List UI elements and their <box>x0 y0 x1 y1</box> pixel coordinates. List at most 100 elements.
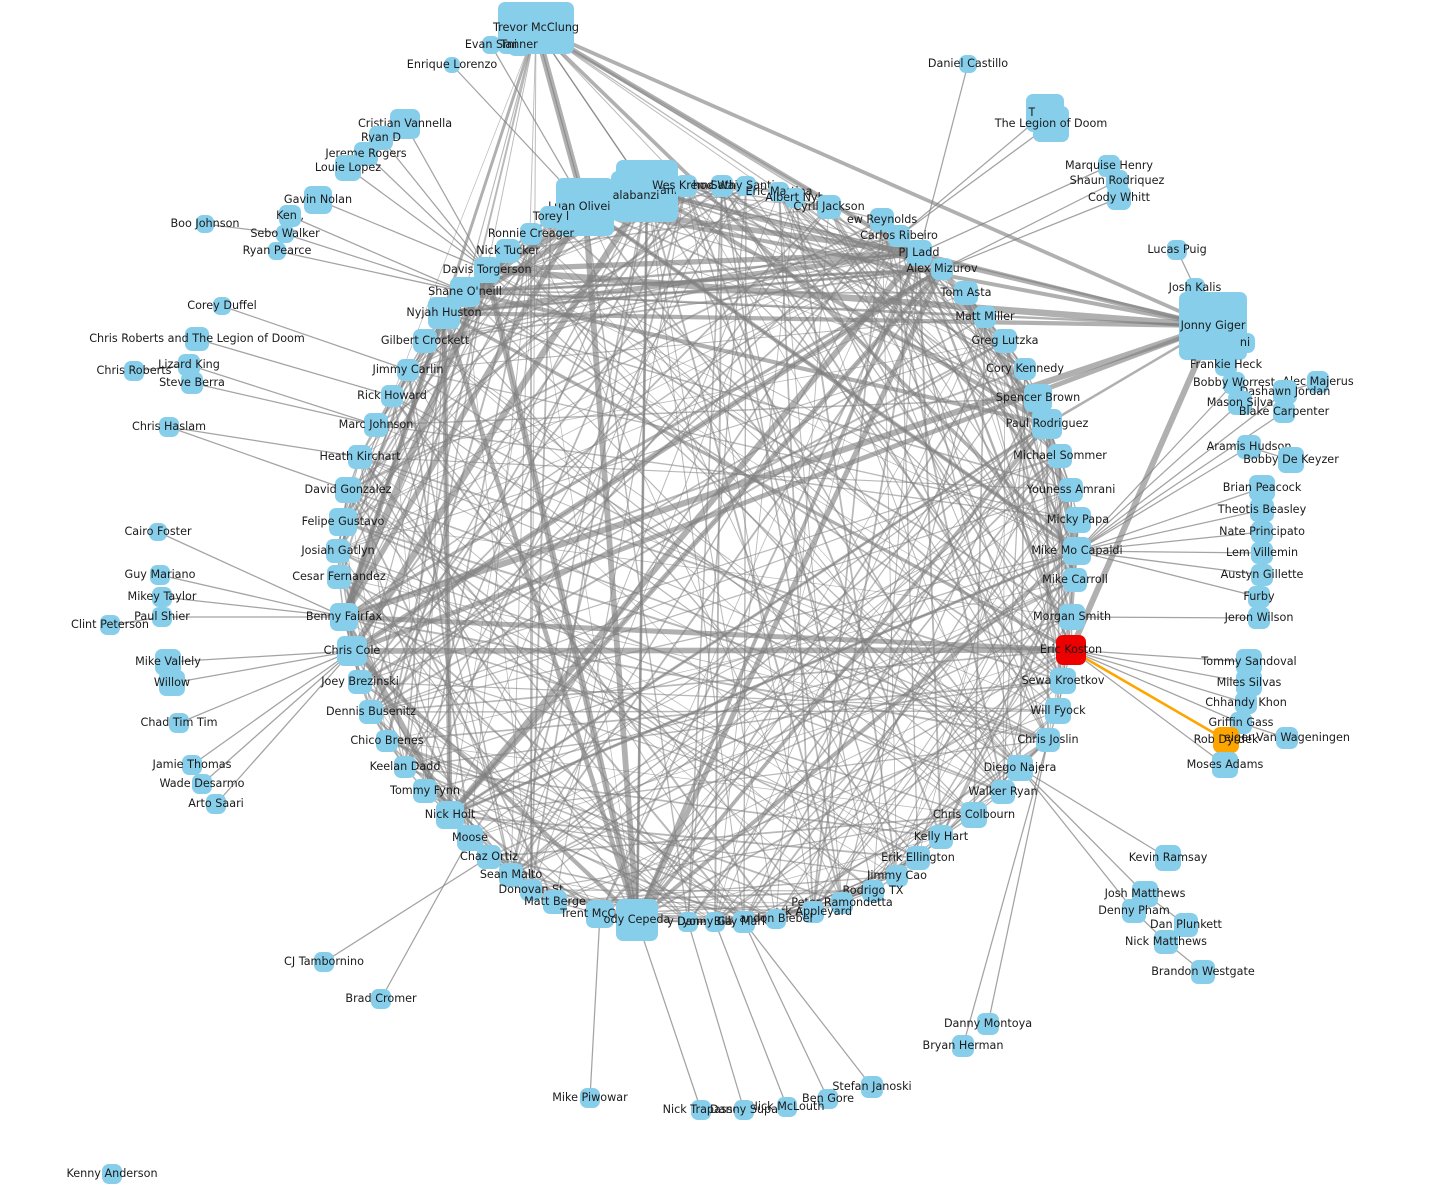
graph-node-brandon-biebel[interactable] <box>766 909 786 929</box>
graph-node-enrique-lorenzo[interactable] <box>444 57 460 73</box>
graph-node-nyjah-huston[interactable] <box>428 297 460 329</box>
graph-node-felipe-gustavo[interactable] <box>329 508 357 536</box>
graph-node-sean-malto[interactable] <box>499 863 523 887</box>
graph-node-nick-mclouth[interactable] <box>777 1097 797 1117</box>
graph-node-steve-berra[interactable] <box>181 372 203 394</box>
graph-node-denny-pham[interactable] <box>1122 899 1146 923</box>
graph-node-danny-supa[interactable] <box>734 1100 754 1120</box>
graph-node-lizard-king[interactable] <box>178 354 200 376</box>
graph-node-dashawn-jordan[interactable] <box>1273 380 1297 404</box>
graph-node-tanner[interactable] <box>508 34 530 56</box>
graph-node-ken[interactable] <box>279 205 301 227</box>
graph-node-will-fyock[interactable] <box>1045 698 1071 724</box>
graph-node-guy-mariano[interactable] <box>150 565 170 585</box>
graph-node-cairo-foster[interactable] <box>149 523 167 541</box>
graph-node-bobby-de-keyzer[interactable] <box>1278 447 1304 473</box>
graph-node-cody-whitt[interactable] <box>1107 186 1131 210</box>
graph-node-donovan-st[interactable] <box>520 879 542 901</box>
graph-node-willow[interactable] <box>159 670 185 696</box>
graph-node-greg-lutzka[interactable] <box>993 329 1017 353</box>
graph-node-peter-ramondetta[interactable] <box>831 892 853 914</box>
graph-node-nate-principato[interactable] <box>1251 521 1273 543</box>
graph-node-jeron-wilson[interactable] <box>1248 607 1270 629</box>
graph-node-nick-matthews[interactable] <box>1154 930 1178 954</box>
graph-node-kevin-ramsay[interactable] <box>1155 845 1181 871</box>
graph-node-danny-garcia[interactable] <box>705 912 725 932</box>
graph-node-dan-plunkett[interactable] <box>1174 913 1198 937</box>
graph-node-rob-dyrdek[interactable] <box>1213 727 1239 753</box>
graph-node-alabanzi[interactable] <box>611 171 661 221</box>
graph-node-mikey-taylor[interactable] <box>152 587 172 607</box>
graph-node-miles-silvas[interactable] <box>1236 670 1262 696</box>
graph-node-walker-ryan[interactable] <box>991 780 1015 804</box>
graph-node-rodrigo-tx[interactable] <box>862 880 884 902</box>
graph-node-sathy-santia[interactable] <box>736 176 756 196</box>
graph-node-mike-mo-capaldi[interactable] <box>1063 537 1091 565</box>
graph-node-pj-ladd[interactable] <box>906 240 932 266</box>
graph-node-louie-lopez[interactable] <box>335 155 361 181</box>
graph-node-evan-smith[interactable] <box>482 36 500 54</box>
graph-node-daniel-castillo[interactable] <box>959 55 977 73</box>
graph-node-billy-marks[interactable] <box>733 911 755 933</box>
graph-node-chhandy-khon[interactable] <box>1235 692 1257 714</box>
graph-node-spencer-brown[interactable] <box>1024 384 1052 412</box>
graph-node-youness-amrani[interactable] <box>1059 478 1083 502</box>
graph-node-dennis-busenitz[interactable] <box>359 700 383 724</box>
graph-node-carlos-ribeiro[interactable] <box>888 225 910 247</box>
graph-node-jamie-thomas[interactable] <box>182 755 202 775</box>
graph-node-benny-fairfax[interactable] <box>330 603 358 631</box>
graph-node-chris-roberts[interactable] <box>124 361 144 381</box>
graph-node-nick-holt[interactable] <box>436 801 464 829</box>
graph-node-brad-cromer[interactable] <box>371 989 391 1009</box>
graph-node-mark-appleyard[interactable] <box>802 901 824 923</box>
graph-node-lucas-puig[interactable] <box>1167 240 1187 260</box>
graph-node-nick-tucker[interactable] <box>496 239 520 263</box>
graph-node-paul-shier[interactable] <box>152 607 172 627</box>
graph-node-rick-howard[interactable] <box>381 385 403 407</box>
graph-node-chris-colbourn[interactable] <box>961 802 987 828</box>
graph-node-matt-miller[interactable] <box>974 306 996 328</box>
graph-node-alec-majerus[interactable] <box>1307 371 1329 393</box>
graph-node-frankie-heck[interactable] <box>1215 354 1237 376</box>
graph-node-legion-of-doom[interactable] <box>1033 106 1069 142</box>
graph-node-micky-papa[interactable] <box>1065 507 1091 533</box>
graph-node-gilbert-crockett[interactable] <box>413 329 437 353</box>
graph-node-bryan-herman[interactable] <box>952 1035 974 1057</box>
graph-node-wade-desarmo[interactable] <box>192 774 212 794</box>
graph-node-blake-carpenter[interactable] <box>1273 401 1295 423</box>
graph-node-david-gonzalez[interactable] <box>335 477 361 503</box>
graph-node-jimmy-cao[interactable] <box>886 865 908 887</box>
graph-node-chico-brenes[interactable] <box>376 730 398 752</box>
graph-node-geiger-van-wageningen[interactable] <box>1276 727 1298 749</box>
graph-node-morgan-smith[interactable] <box>1059 604 1085 630</box>
graph-node-chris-joslin[interactable] <box>1036 728 1060 752</box>
graph-node-sewa-kroetkov[interactable] <box>1050 668 1076 694</box>
graph-node-albert-nyb[interactable] <box>785 188 805 208</box>
graph-node-trent-mcclung[interactable] <box>586 900 614 928</box>
graph-node-arto-saari[interactable] <box>206 794 226 814</box>
graph-node-gavin-nolan[interactable] <box>304 186 332 214</box>
graph-node-tommy-fynn[interactable] <box>413 779 437 803</box>
graph-node-mike-piwowar[interactable] <box>580 1088 600 1108</box>
graph-node-chad-tim-tim[interactable] <box>169 713 189 733</box>
graph-node-aramis-hudson[interactable] <box>1237 435 1261 459</box>
graph-node-alex-mizurov[interactable] <box>931 258 953 280</box>
graph-node-chaz-ortiz[interactable] <box>477 845 501 869</box>
graph-node-eric-martina[interactable] <box>769 182 789 202</box>
graph-node-paul-rodriguez[interactable] <box>1032 409 1062 439</box>
graph-node-nick-trapasso[interactable] <box>691 1100 711 1120</box>
graph-node-theotis-beasley[interactable] <box>1250 498 1274 522</box>
graph-node-josiah-gatlyn[interactable] <box>326 539 350 563</box>
graph-node-cj-tambornino[interactable] <box>314 952 334 972</box>
graph-node-ben-gore[interactable] <box>818 1089 838 1109</box>
graph-node-michael-sommer[interactable] <box>1048 444 1072 468</box>
graph-node-corey-duffel[interactable] <box>213 297 231 315</box>
graph-node-sebo-walker[interactable] <box>276 225 294 243</box>
graph-node-eric-koston[interactable] <box>1056 635 1086 665</box>
graph-node-cristian-vannella[interactable] <box>390 109 420 139</box>
graph-node-mike-carroll[interactable] <box>1063 568 1087 592</box>
graph-node-marc-johnson[interactable] <box>364 413 388 437</box>
graph-node-boo-johnson[interactable] <box>196 215 214 233</box>
graph-node-bobby-worrest[interactable] <box>1223 372 1245 394</box>
graph-node-chris-cole[interactable] <box>337 636 367 666</box>
